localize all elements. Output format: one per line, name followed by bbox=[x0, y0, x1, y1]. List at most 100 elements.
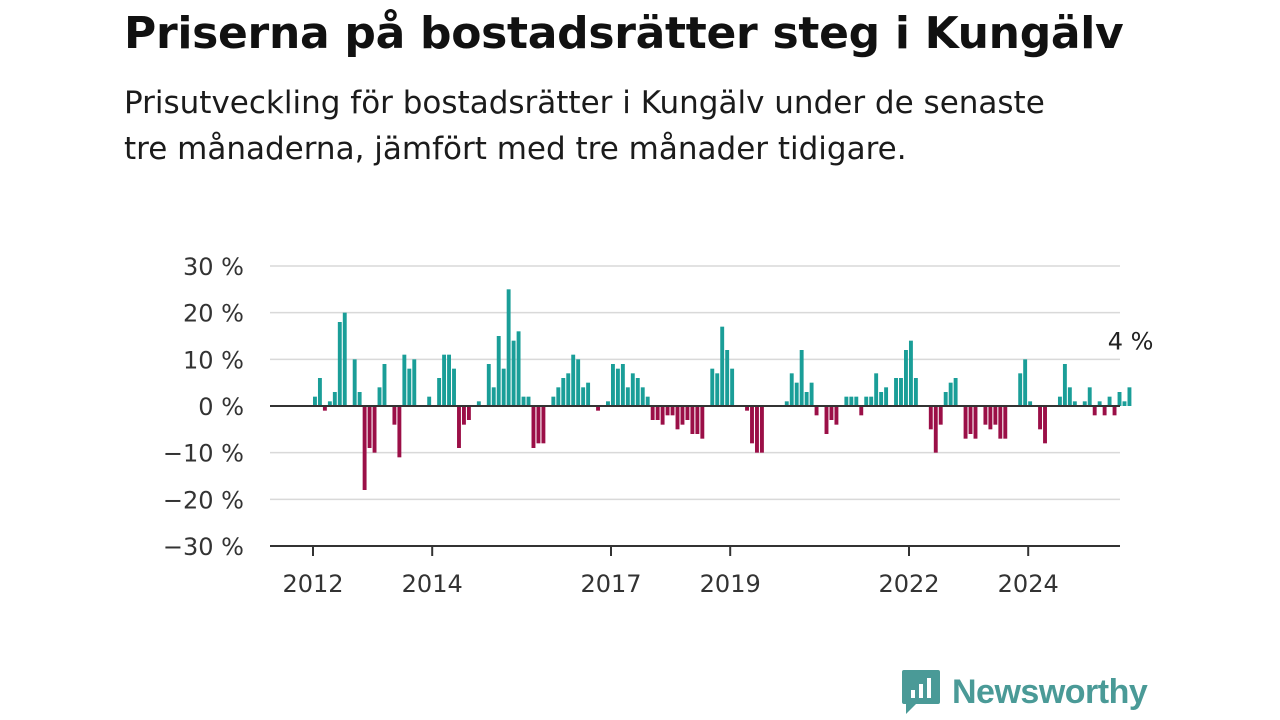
bar bbox=[1038, 406, 1042, 430]
bar bbox=[824, 406, 829, 434]
bar bbox=[864, 396, 869, 406]
bar bbox=[1107, 396, 1112, 406]
x-tick-label: 2024 bbox=[998, 570, 1059, 598]
bar bbox=[531, 406, 536, 448]
bar bbox=[695, 406, 700, 434]
y-tick-label: 20 % bbox=[183, 300, 244, 328]
bar bbox=[730, 368, 735, 406]
bar bbox=[536, 406, 541, 444]
bar bbox=[382, 364, 387, 406]
bar bbox=[466, 406, 471, 420]
bar bbox=[496, 336, 501, 406]
bar bbox=[541, 406, 546, 444]
newsworthy-logo-icon bbox=[902, 670, 940, 714]
bar bbox=[983, 406, 988, 425]
bar bbox=[750, 406, 754, 444]
bar bbox=[556, 387, 561, 406]
bar bbox=[804, 392, 809, 406]
bar bbox=[859, 406, 864, 416]
bar bbox=[759, 406, 764, 453]
bar bbox=[1062, 364, 1067, 406]
x-tick-label: 2019 bbox=[700, 570, 761, 598]
newsworthy-logo[interactable]: Newsworthy bbox=[900, 668, 1148, 716]
brand-name: Newsworthy bbox=[952, 672, 1148, 711]
bar bbox=[1097, 401, 1102, 406]
y-tick-label: −10 % bbox=[163, 440, 244, 468]
bar bbox=[501, 368, 506, 406]
x-tick-label: 2022 bbox=[878, 570, 939, 598]
bar bbox=[789, 373, 794, 406]
bar bbox=[884, 387, 889, 406]
bar bbox=[675, 406, 680, 430]
bar bbox=[322, 406, 327, 411]
chart-title: Priserna på bostadsrätter steg i Kungälv bbox=[124, 8, 1124, 59]
bar bbox=[904, 350, 908, 406]
y-axis: 30 % 20 % 10 % 0 % −10 % −20 % −30 % bbox=[163, 253, 244, 561]
bar bbox=[874, 373, 879, 406]
bar bbox=[814, 406, 819, 416]
bar bbox=[576, 359, 581, 406]
bar bbox=[799, 350, 804, 406]
bar bbox=[849, 396, 854, 406]
y-tick-label: 0 % bbox=[198, 393, 244, 421]
bar bbox=[506, 289, 511, 406]
bar bbox=[725, 350, 730, 406]
bar bbox=[899, 378, 903, 406]
x-axis: 2012 2014 2017 2019 2022 2024 bbox=[270, 405, 1120, 598]
y-tick-label: −30 % bbox=[163, 533, 244, 561]
bar bbox=[1067, 387, 1072, 406]
last-value-label: 4 % bbox=[1108, 327, 1154, 355]
bar bbox=[869, 396, 874, 406]
bar bbox=[988, 406, 993, 430]
bar bbox=[457, 406, 461, 448]
bar bbox=[953, 378, 958, 406]
bar bbox=[1023, 359, 1028, 406]
bar bbox=[968, 406, 973, 434]
bar bbox=[745, 406, 749, 411]
bar bbox=[566, 373, 571, 406]
bar bbox=[665, 406, 670, 416]
bar bbox=[894, 378, 898, 406]
bar bbox=[1043, 406, 1047, 444]
bar bbox=[1082, 401, 1087, 406]
bar bbox=[963, 406, 968, 439]
bar bbox=[809, 382, 814, 406]
bar bbox=[794, 382, 799, 406]
bar bbox=[342, 312, 347, 406]
bar bbox=[586, 382, 591, 406]
bar bbox=[998, 406, 1003, 439]
bar bbox=[606, 401, 610, 406]
x-tick-label: 2012 bbox=[282, 570, 343, 598]
bar bbox=[337, 322, 342, 406]
bar bbox=[357, 392, 362, 406]
bar bbox=[938, 406, 943, 425]
bar bbox=[1122, 401, 1127, 406]
bar bbox=[913, 378, 918, 406]
bar bbox=[526, 396, 531, 406]
bar bbox=[615, 368, 620, 406]
bar bbox=[635, 378, 640, 406]
bar bbox=[452, 368, 456, 406]
bar bbox=[834, 406, 839, 425]
annotations: 4 % bbox=[1108, 327, 1154, 355]
bar bbox=[377, 387, 382, 406]
bar bbox=[928, 406, 933, 430]
bar bbox=[1127, 387, 1132, 406]
bar bbox=[655, 406, 660, 420]
bar bbox=[630, 373, 635, 406]
bar bbox=[690, 406, 695, 434]
bar bbox=[1102, 406, 1107, 416]
bar bbox=[551, 396, 556, 406]
bar bbox=[640, 387, 645, 406]
bar bbox=[1087, 387, 1092, 406]
bar bbox=[844, 396, 849, 406]
bar bbox=[1057, 396, 1062, 406]
x-tick-label: 2017 bbox=[580, 570, 641, 598]
bars bbox=[313, 289, 1132, 490]
bar bbox=[313, 396, 317, 406]
bar bbox=[367, 406, 372, 448]
bar bbox=[476, 401, 481, 406]
bar bbox=[521, 396, 526, 406]
bar bbox=[879, 392, 884, 406]
y-tick-label: 10 % bbox=[183, 346, 244, 374]
